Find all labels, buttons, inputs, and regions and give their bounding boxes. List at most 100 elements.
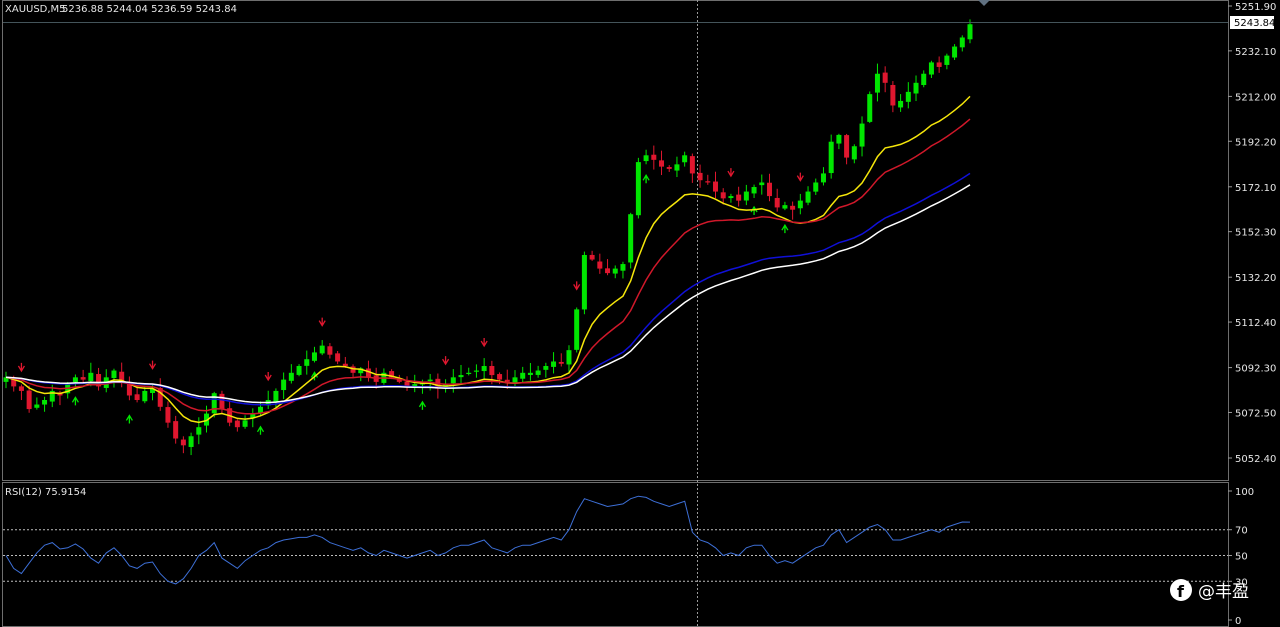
down-arrow-icon bbox=[148, 360, 157, 370]
down-arrow-icon bbox=[573, 281, 581, 291]
candle-body bbox=[898, 100, 904, 108]
candle-body bbox=[412, 384, 418, 387]
signal-arrows bbox=[17, 168, 804, 435]
candle-body bbox=[458, 375, 464, 378]
candle-body bbox=[288, 372, 294, 381]
price-tick-label: 5192.20 bbox=[1235, 137, 1276, 148]
up-arrow-icon bbox=[750, 205, 758, 216]
rsi-line bbox=[5, 495, 971, 585]
candle-body bbox=[42, 399, 48, 405]
candle-body bbox=[250, 413, 256, 419]
down-arrow-icon bbox=[796, 172, 804, 182]
price-tick-label: 5072.50 bbox=[1235, 408, 1276, 419]
candle-body bbox=[774, 197, 780, 208]
candle-body bbox=[867, 94, 873, 122]
candle-body bbox=[728, 196, 734, 199]
price-tick-label: 5092.30 bbox=[1235, 364, 1276, 375]
candle-body bbox=[659, 160, 665, 167]
candle-body bbox=[689, 156, 695, 174]
rsi-panel-frame bbox=[2, 482, 1229, 627]
candle-body bbox=[242, 420, 248, 427]
candle-body bbox=[512, 377, 518, 384]
candle-body bbox=[404, 381, 410, 387]
candle-body bbox=[597, 261, 603, 269]
candle-body bbox=[150, 388, 156, 393]
candle-body bbox=[196, 427, 202, 435]
candle-body bbox=[450, 377, 456, 384]
candle-body bbox=[180, 439, 186, 446]
candle-body bbox=[589, 254, 595, 260]
candle-body bbox=[967, 24, 973, 40]
candle-body bbox=[358, 368, 364, 374]
candle-body bbox=[257, 406, 263, 414]
candle-body bbox=[49, 390, 55, 402]
candle-body bbox=[844, 135, 850, 158]
candle-body bbox=[319, 345, 325, 354]
main-panel-frame bbox=[2, 0, 1229, 481]
candle-body bbox=[3, 377, 9, 382]
rsi-tick-label: 30 bbox=[1235, 577, 1248, 588]
candle-body bbox=[751, 187, 757, 194]
candle-body bbox=[427, 379, 433, 382]
candle-body bbox=[782, 205, 788, 209]
candle-body bbox=[527, 372, 533, 375]
candle-body bbox=[828, 141, 834, 174]
candle-body bbox=[335, 353, 341, 362]
candle-body bbox=[612, 268, 618, 274]
ema-yellow-line bbox=[5, 95, 971, 424]
candle-body bbox=[874, 73, 880, 93]
candle-body bbox=[581, 254, 587, 310]
candle-body bbox=[859, 123, 865, 147]
candle-body bbox=[551, 361, 557, 367]
candle-body bbox=[134, 394, 140, 400]
candle-body bbox=[26, 390, 32, 410]
candle-body bbox=[497, 374, 503, 380]
candle-body bbox=[921, 73, 927, 86]
candle-body bbox=[928, 62, 934, 75]
rsi-tick-label: 0 bbox=[1235, 616, 1241, 627]
candle-body bbox=[635, 162, 641, 216]
candle-body bbox=[18, 386, 24, 391]
candle-body bbox=[466, 372, 472, 375]
candle-body bbox=[504, 379, 510, 382]
candle-body bbox=[566, 350, 572, 365]
facebook-icon bbox=[1170, 579, 1192, 601]
rsi-tick-label: 50 bbox=[1235, 552, 1248, 563]
shift-marker-icon[interactable] bbox=[978, 0, 990, 6]
candle-body bbox=[574, 309, 580, 350]
candle-body bbox=[111, 370, 117, 379]
symbol-title: XAUUSD,M5 bbox=[5, 4, 66, 15]
candle-body bbox=[682, 155, 688, 163]
candle-body bbox=[643, 155, 649, 162]
rsi-level-lines bbox=[3, 529, 1228, 582]
candle-body bbox=[165, 407, 171, 423]
candle-body bbox=[697, 172, 703, 181]
candle-body bbox=[489, 366, 495, 376]
candle-body bbox=[204, 413, 210, 426]
watermark: f @丰盈 bbox=[1170, 579, 1249, 602]
candle-body bbox=[713, 181, 719, 192]
up-arrow-icon bbox=[125, 414, 133, 424]
svg-text:f: f bbox=[1177, 582, 1185, 601]
candle-body bbox=[296, 366, 302, 375]
candle-body bbox=[851, 146, 857, 160]
candle-body bbox=[882, 72, 888, 83]
down-arrow-icon bbox=[727, 168, 735, 178]
candle-body bbox=[836, 134, 842, 144]
candle-body bbox=[720, 192, 726, 199]
price-tick-label: 5112.40 bbox=[1235, 318, 1276, 329]
candle-body bbox=[211, 393, 217, 414]
candle-body bbox=[520, 372, 526, 379]
candle-body bbox=[72, 377, 78, 383]
price-tick-label: 5251.90 bbox=[1235, 2, 1276, 13]
up-arrow-icon bbox=[418, 400, 427, 410]
candle-body bbox=[157, 388, 163, 407]
ema-white-line bbox=[5, 184, 971, 404]
candle-body bbox=[913, 82, 919, 94]
candlestick-series bbox=[3, 19, 973, 456]
candle-body bbox=[11, 379, 17, 387]
candle-body bbox=[936, 62, 942, 67]
candle-body bbox=[890, 84, 896, 106]
candle-body bbox=[119, 371, 125, 382]
